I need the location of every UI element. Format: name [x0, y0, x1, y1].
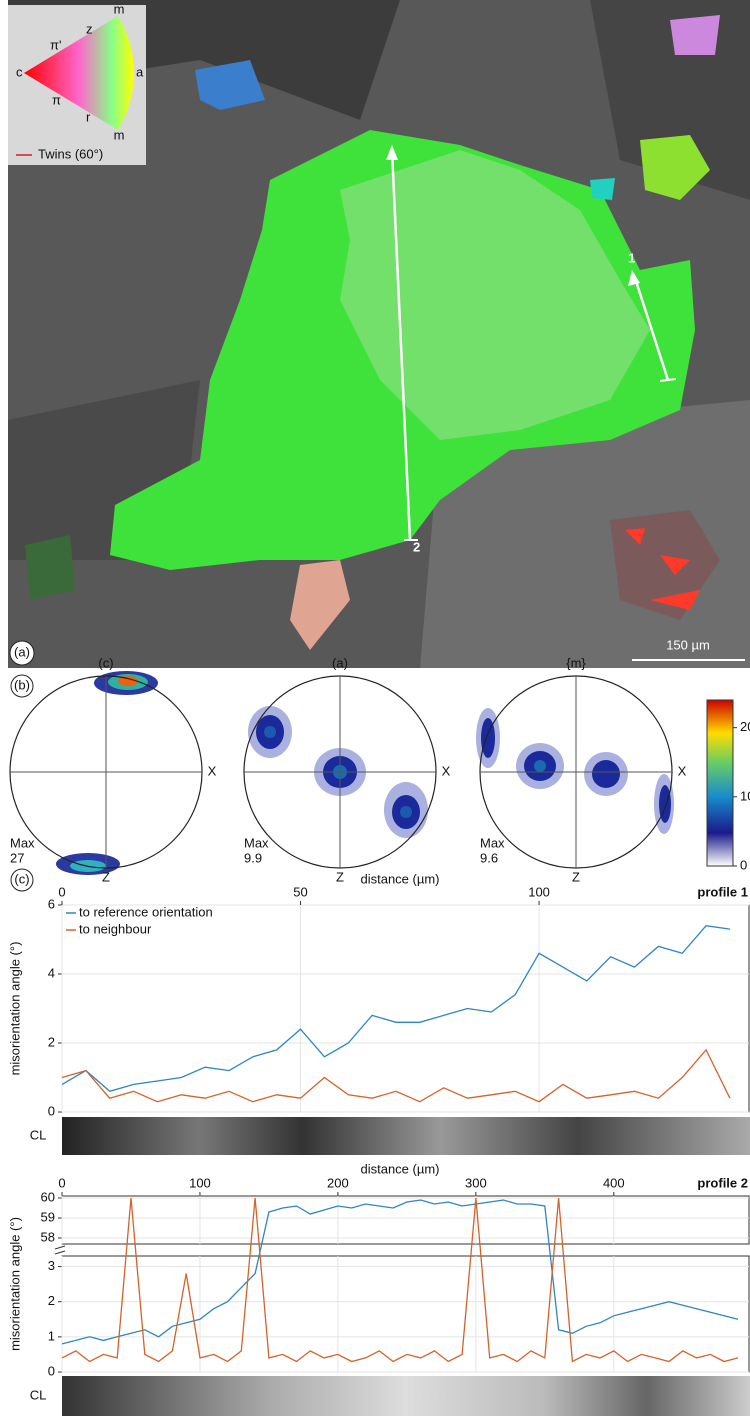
axis-label: X [678, 763, 687, 778]
y-tick-label: 4 [48, 965, 55, 980]
key-label: z [86, 21, 93, 36]
x-tick-label: 200 [327, 1175, 349, 1190]
key-label: a [136, 64, 144, 79]
x-tick-label: 0 [58, 1175, 65, 1190]
profile-line [61, 925, 730, 1093]
profile-line [61, 1199, 739, 1345]
pole-figure-title: {m} [566, 655, 586, 670]
profile-line [61, 1048, 731, 1103]
max-value: 9.6 [480, 850, 498, 865]
key-label: π' [50, 37, 61, 52]
cl-image [62, 1376, 750, 1416]
max-label: Max [10, 835, 35, 850]
max-value: 9.9 [244, 850, 262, 865]
axis-label: Z [102, 869, 110, 884]
pole-figure-title: (c) [98, 655, 113, 670]
x-axis-title: distance (µm) [360, 1161, 439, 1176]
plot-frame [61, 904, 750, 1113]
cl-label: CL [30, 1127, 47, 1142]
y-tick-label: 6 [48, 896, 55, 911]
ebsd-map: 1 2 150 µm (a) c z m π' a π r m Twins (6… [8, 0, 750, 668]
y-tick-label: 58 [41, 1229, 55, 1244]
y-axis-title: misorientation angle (°) [7, 942, 22, 1076]
y-tick-label: 2 [48, 1293, 55, 1308]
key-label: m [114, 1, 125, 16]
x-axis-title: distance (µm) [360, 871, 439, 886]
y-tick-label: 0 [48, 1363, 55, 1378]
key-label: r [86, 109, 91, 124]
y-axis-title: misorientation angle (°) [7, 1217, 22, 1351]
legend-label: to reference orientation [79, 904, 213, 919]
key-label: m [114, 127, 125, 142]
key-label: π [52, 92, 61, 107]
y-tick-label: 0 [48, 1103, 55, 1118]
x-tick-label: 0 [58, 884, 65, 899]
axis-break-mark [54, 1245, 66, 1255]
panel-label: (b) [14, 677, 30, 692]
x-tick-label: 400 [603, 1175, 625, 1190]
colorbar-tick-label: 0 [740, 857, 747, 872]
axis-label: Z [336, 869, 344, 884]
max-label: Max [244, 835, 269, 850]
x-tick-label: 50 [293, 884, 307, 899]
color-key [24, 16, 134, 130]
max-value: 27 [10, 850, 24, 865]
y-tick-label: 2 [48, 1034, 55, 1049]
x-tick-label: 300 [465, 1175, 487, 1190]
profile-marker: 1 [628, 250, 635, 265]
max-label: Max [480, 835, 505, 850]
profile-marker: 2 [413, 539, 420, 554]
y-tick-label: 60 [41, 1189, 55, 1204]
plot-frame [61, 1195, 750, 1245]
y-tick-label: 3 [48, 1258, 55, 1273]
axis-label: X [208, 763, 217, 778]
chart-title: profile 2 [697, 1175, 748, 1190]
scale-bar-label: 150 µm [666, 637, 710, 652]
axis-break [54, 1245, 66, 1255]
colorbar [706, 699, 734, 867]
plot-frame [61, 1255, 750, 1373]
colorbar-tick-label: 10 [740, 788, 750, 803]
pole-figure-title: (a) [332, 655, 348, 670]
cl-image [62, 1117, 750, 1155]
key-label: Twins (60°) [38, 146, 103, 161]
cl-label: CL [30, 1387, 47, 1402]
profile-line [61, 1197, 739, 1363]
pole-figures: (b) [10, 671, 674, 875]
y-tick-label: 59 [41, 1209, 55, 1224]
panel-label: (c) [14, 871, 29, 886]
axis-label: X [442, 763, 451, 778]
legend-label: to neighbour [79, 921, 152, 936]
x-tick-label: 100 [189, 1175, 211, 1190]
key-label: c [16, 64, 23, 79]
x-tick-label: 100 [528, 884, 550, 899]
chart-title: profile 1 [697, 884, 748, 899]
y-tick-label: 1 [48, 1328, 55, 1343]
panel-label: (a) [14, 644, 30, 659]
axis-label: Z [572, 869, 580, 884]
colorbar-tick-label: 20 [740, 719, 750, 734]
